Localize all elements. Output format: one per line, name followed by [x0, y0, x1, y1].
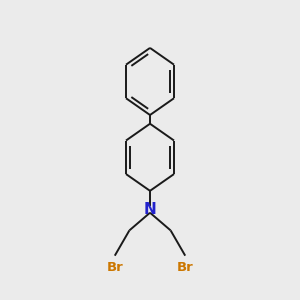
Text: Br: Br: [177, 261, 194, 274]
Text: N: N: [144, 202, 156, 217]
Text: Br: Br: [106, 261, 123, 274]
